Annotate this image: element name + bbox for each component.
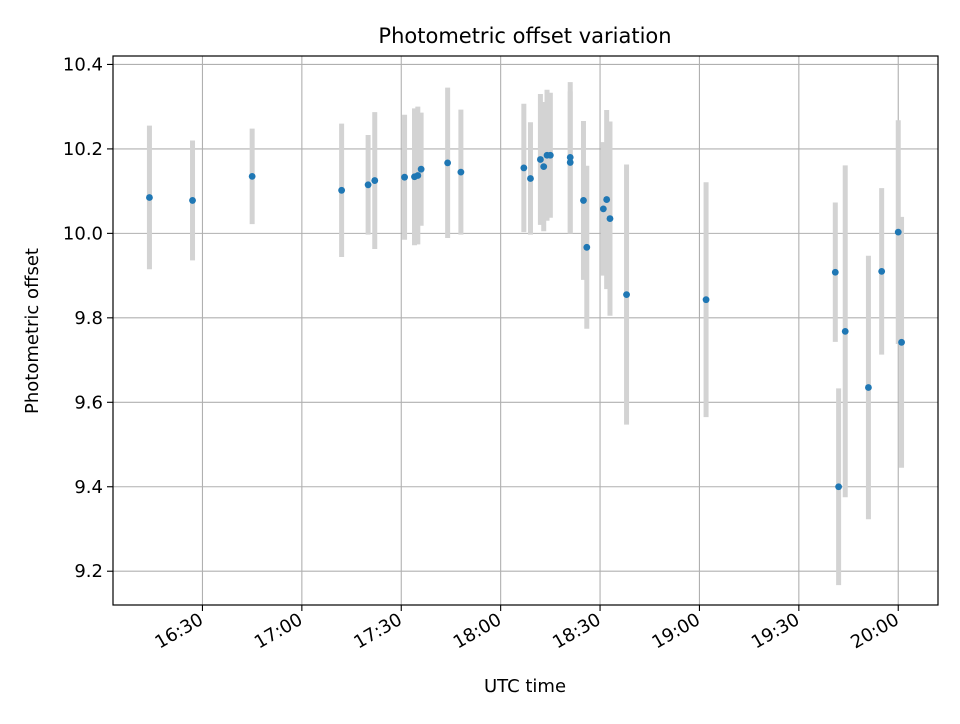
data-point [898,338,905,346]
data-point [831,268,839,276]
data-point [835,483,843,491]
data-point [878,267,886,275]
data-point [894,228,902,236]
data-point [444,159,452,167]
data-point [248,172,256,180]
y-tick-label: 10.4 [63,54,103,75]
data-point [414,172,422,179]
data-point [520,164,528,172]
y-tick-label: 9.4 [74,477,103,498]
data-point [537,156,544,163]
point-layer [146,151,905,491]
y-tick-label: 10.0 [63,223,103,244]
data-point [606,215,614,222]
data-point [603,196,611,203]
data-point [580,197,587,204]
data-point [527,175,534,182]
data-point [417,165,425,173]
y-tick-label: 9.2 [74,561,103,582]
data-point [457,168,465,176]
data-point [566,159,574,166]
data-point [401,173,408,181]
y-tick-label: 9.8 [74,308,103,329]
data-point [841,327,849,335]
x-axis-label: UTC time [484,676,566,697]
y-tick-label: 9.6 [74,392,103,413]
data-point [865,384,872,391]
data-point [540,163,548,171]
y-tick-label: 10.2 [63,139,103,160]
data-point [338,186,346,194]
data-point [371,177,379,184]
data-point [702,296,710,304]
data-point [546,151,554,159]
data-point [599,205,607,213]
data-point [146,194,153,201]
data-point [364,181,372,189]
data-point [566,153,574,161]
plot-frame [112,55,939,606]
data-point [623,291,630,299]
data-point [189,197,196,204]
y-axis-label: Photometric offset [22,248,43,414]
chart-title: Photometric offset variation [378,24,671,48]
data-point [583,243,591,251]
